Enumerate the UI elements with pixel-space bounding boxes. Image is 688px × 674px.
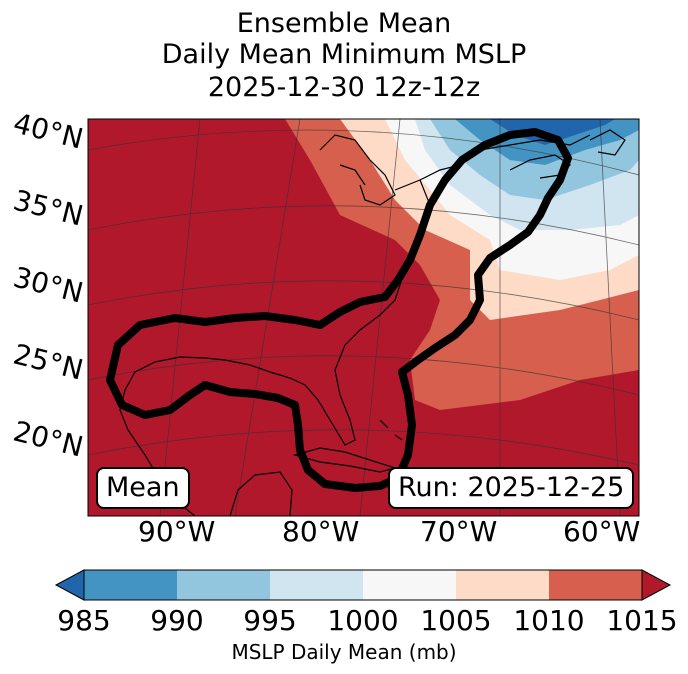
- lon-label-90: 90°W: [138, 515, 216, 548]
- colorbar: [54, 569, 672, 601]
- mslp-fill-below985: [490, 119, 615, 145]
- colorbar-tick-985: 985: [57, 604, 111, 637]
- colorbar-bin-1005: [456, 570, 549, 600]
- colorbar-bin-1010: [549, 570, 642, 600]
- title-line-3: 2025-12-30 12z-12z: [207, 72, 481, 103]
- colorbar-tick-990: 990: [150, 604, 204, 637]
- lon-label-80: 80°W: [282, 515, 360, 548]
- colorbar-bin-990: [177, 570, 270, 600]
- colorbar-bin-995: [270, 570, 363, 600]
- colorbar-tick-1005: 1005: [420, 604, 492, 637]
- colorbar-frame: [83, 569, 643, 601]
- colorbar-label: MSLP Daily Mean (mb): [231, 640, 457, 664]
- colorbar-min-extend: [54, 569, 85, 601]
- lon-label-70: 70°W: [420, 515, 498, 548]
- title-line-2: Daily Mean Minimum MSLP: [161, 39, 527, 70]
- graticule: [88, 119, 639, 516]
- colorbar-bin-1000: [363, 570, 456, 600]
- title-line-1: Ensemble Mean: [236, 8, 452, 39]
- colorbar-max-extend: [641, 569, 672, 601]
- colorbar-tick-1010: 1010: [513, 604, 585, 637]
- lon-label-60: 60°W: [563, 515, 641, 548]
- colorbar-bin-985: [84, 570, 177, 600]
- mean-label-box: Mean: [96, 467, 190, 509]
- run-label-box: Run: 2025-12-25: [388, 467, 635, 509]
- track-outline: [106, 128, 572, 492]
- colorbar-tick-995: 995: [243, 604, 297, 637]
- colorbar-tick-1015: 1015: [606, 604, 678, 637]
- colorbar-tick-1000: 1000: [327, 604, 399, 637]
- mslp-field: [88, 119, 639, 516]
- map-frame: [87, 118, 640, 517]
